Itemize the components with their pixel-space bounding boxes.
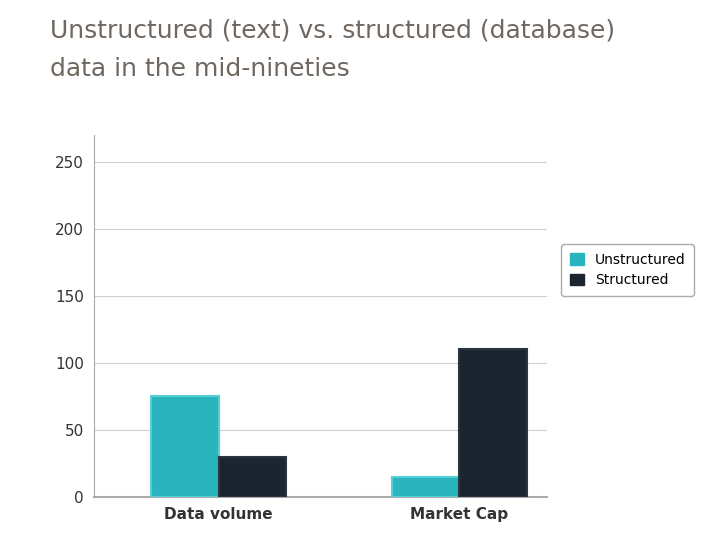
Bar xyxy=(114,497,256,508)
Text: 3: 3 xyxy=(11,93,19,106)
Bar xyxy=(355,497,496,508)
Bar xyxy=(459,349,526,497)
Text: data in the mid-nineties: data in the mid-nineties xyxy=(50,57,350,80)
Text: Unstructured (text) vs. structured (database): Unstructured (text) vs. structured (data… xyxy=(50,19,616,43)
Bar xyxy=(151,396,219,497)
Legend: Unstructured, Structured: Unstructured, Structured xyxy=(562,244,694,296)
Bar xyxy=(392,477,459,497)
Bar xyxy=(219,457,286,497)
